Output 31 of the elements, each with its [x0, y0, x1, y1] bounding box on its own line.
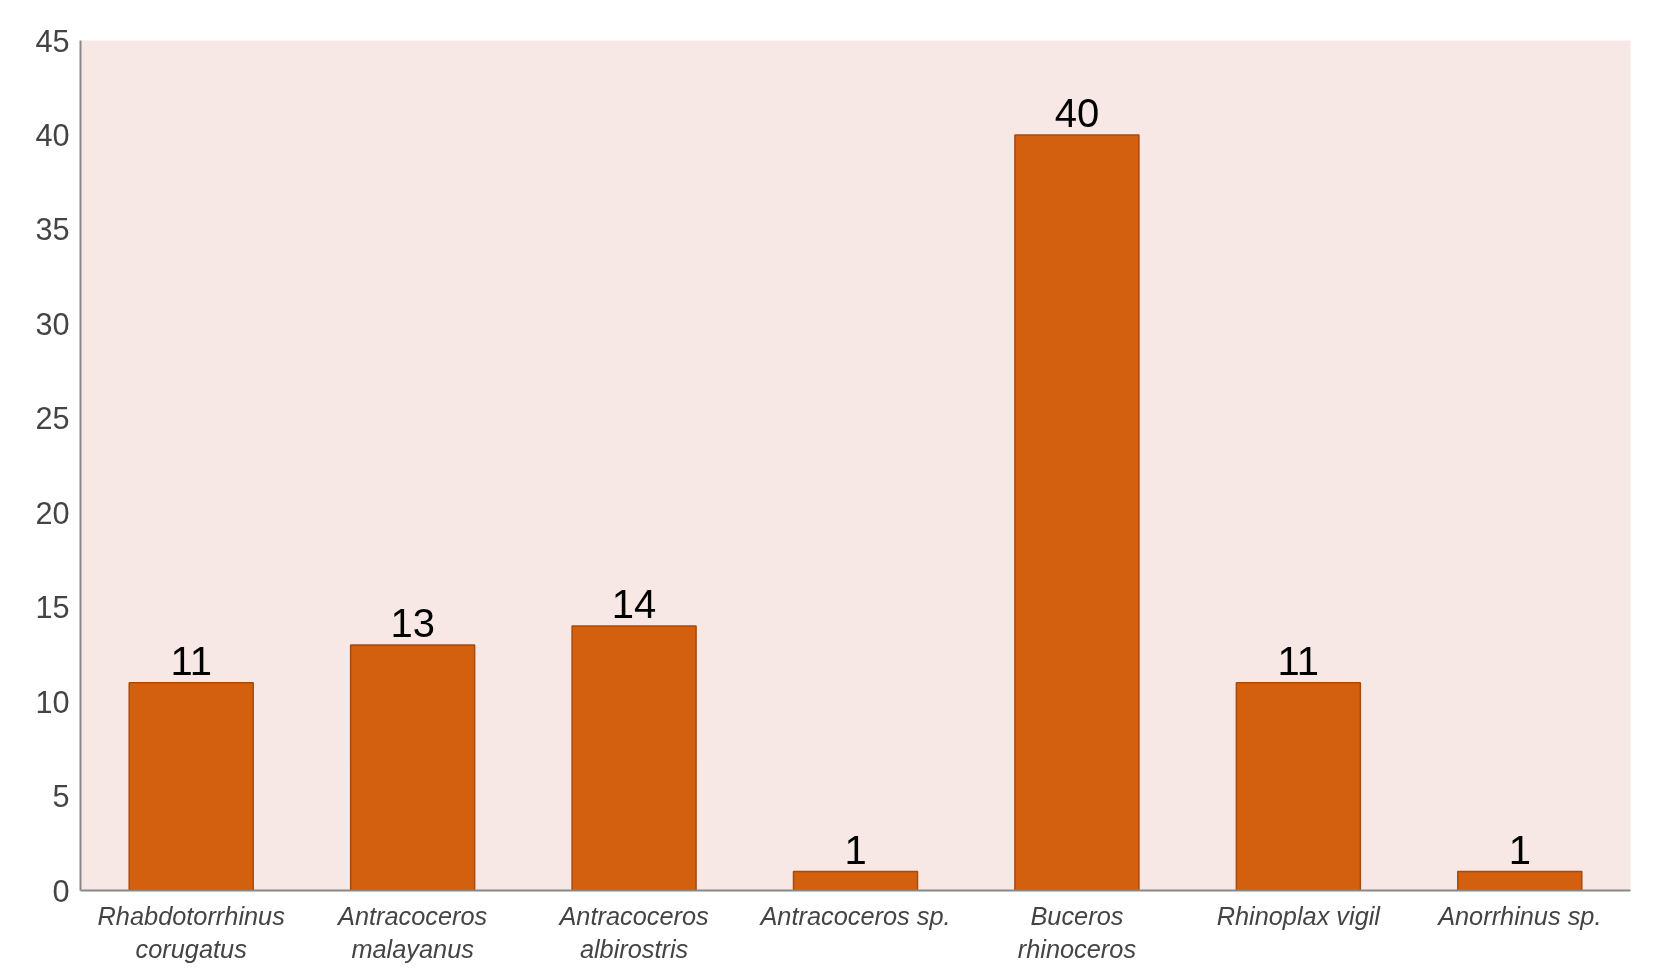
bar — [1014, 134, 1140, 891]
y-tick-label: 45 — [35, 23, 70, 58]
x-tick-label: Rhinoplax vigil — [1216, 901, 1382, 930]
x-tick-label: Antracoceros albirostris — [557, 901, 710, 964]
data-label: 11 — [170, 638, 212, 683]
y-tick-label: 5 — [52, 779, 70, 814]
x-tick-label: Rhabdotorrhinus corugatus — [97, 901, 286, 964]
y-tick-label: 30 — [35, 306, 70, 341]
y-tick-label: 15 — [35, 590, 70, 625]
y-tick-label: 40 — [35, 117, 70, 152]
bar — [1457, 870, 1583, 891]
data-label: 1 — [844, 827, 867, 872]
data-label: 13 — [390, 600, 435, 645]
x-tick-label: Antracoceros sp. — [758, 901, 951, 930]
bar — [571, 625, 697, 891]
x-tick-label: Buceros rhinoceros — [1017, 901, 1137, 964]
y-tick-label: 25 — [35, 401, 70, 436]
data-label: 40 — [1054, 90, 1100, 135]
y-tick-label: 20 — [35, 495, 70, 530]
data-label: 14 — [611, 582, 657, 627]
bar — [792, 870, 919, 891]
data-label: 11 — [1277, 638, 1320, 683]
bar — [128, 681, 254, 891]
y-tick-label: 35 — [35, 212, 70, 247]
x-tick-label: Anorrhinus sp. — [1436, 901, 1602, 930]
y-tick-label: 10 — [35, 684, 70, 719]
y-tick-label: 0 — [52, 873, 70, 908]
bar — [1235, 681, 1362, 891]
x-tick-label: Antracoceros malayanus — [336, 901, 488, 964]
data-label: 1 — [1508, 827, 1531, 872]
bar — [349, 644, 476, 891]
